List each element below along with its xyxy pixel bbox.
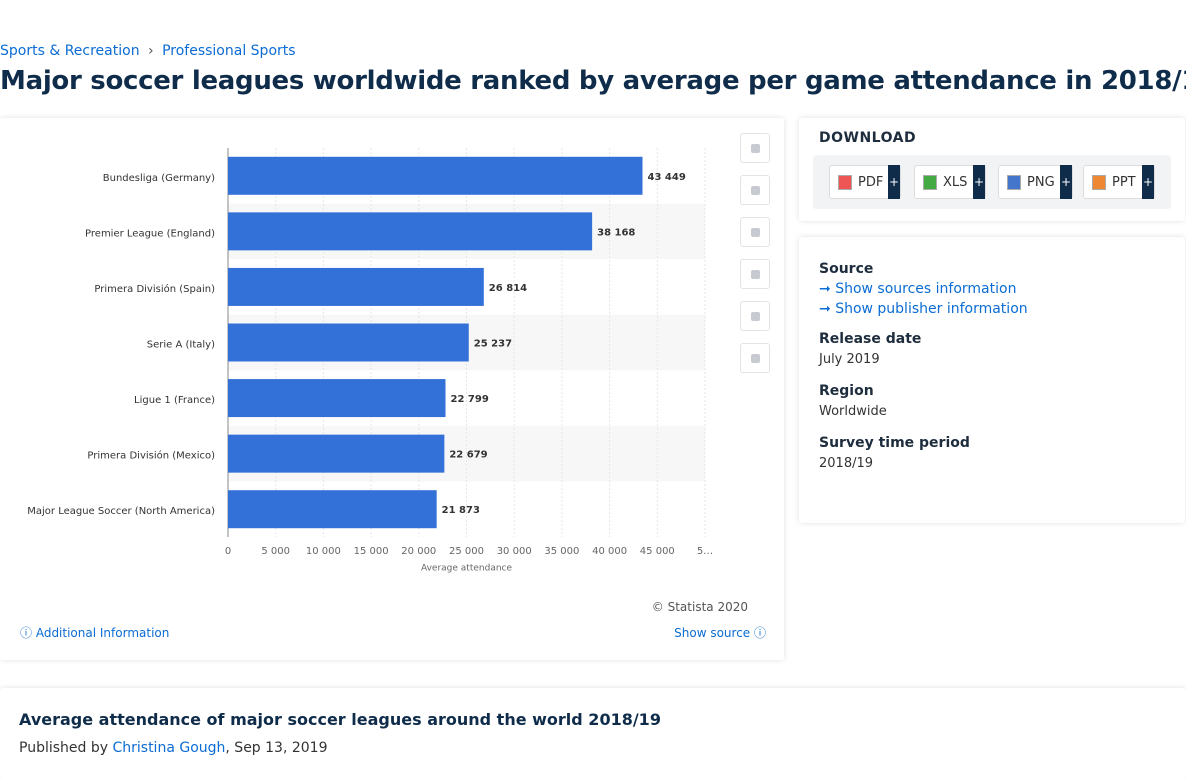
y-tick-label: Bundesliga (Germany) (103, 173, 215, 184)
settings-button[interactable] (740, 217, 770, 247)
additional-info-text[interactable]: Additional Information (35, 626, 170, 640)
download-heading: DOWNLOAD (819, 130, 917, 146)
data-label: 21 873 (442, 505, 480, 516)
print-button[interactable] (740, 343, 770, 373)
download-plus[interactable]: + (888, 165, 900, 199)
release-heading: Release date (819, 331, 922, 347)
page: Sports & Recreation › Professional Sport… (0, 43, 1186, 756)
bar (228, 156, 643, 195)
x-tick-label: 35 000 (544, 546, 579, 557)
bar (228, 212, 593, 251)
period: 2018/19 (819, 456, 874, 471)
x-tick-label: 30 000 (497, 546, 532, 557)
bar (228, 267, 484, 306)
region-heading: Region (819, 383, 874, 399)
y-tick-label: Major League Soccer (North America) (27, 506, 215, 517)
bar (228, 490, 437, 529)
download-label[interactable]: PNG (1027, 174, 1055, 190)
x-tick-label: 0 (225, 546, 231, 557)
download-button[interactable]: XLS + (914, 165, 986, 199)
data-label: 22 679 (449, 450, 487, 461)
download-button[interactable]: PPT + (1083, 165, 1155, 199)
x-tick-label: 25 000 (449, 546, 484, 557)
y-tick-label: Primera División (Spain) (94, 283, 215, 295)
x-tick-label: 40 000 (592, 546, 627, 557)
data-label: 38 168 (597, 227, 635, 238)
author[interactable]: Christina Gough (112, 740, 226, 756)
breadcrumb[interactable]: Professional Sports (162, 43, 296, 59)
show-publisher[interactable]: ➞ Show publisher information (819, 301, 1028, 317)
download-button[interactable]: PDF + (829, 165, 901, 199)
x-axis-title: Average attendance (421, 564, 513, 574)
breadcrumb[interactable]: Sports & Recreation (0, 43, 140, 59)
y-tick-label: Primera División (Mexico) (87, 450, 215, 462)
published-by: Published by (19, 740, 109, 756)
publish-date: , Sep 13, 2019 (225, 740, 328, 756)
cite-button[interactable] (740, 301, 770, 331)
y-tick-label: Ligue 1 (France) (134, 395, 215, 406)
release-date: July 2019 (819, 352, 880, 367)
x-tick-label: 45 000 (640, 546, 675, 557)
download-plus[interactable]: + (973, 165, 985, 199)
show-source[interactable]: Show source ⓘ (674, 626, 766, 640)
chart: 0 5 000 10 000 15 000 20 000 25 000 30 000 35 0… (27, 148, 713, 574)
show-publisher-text[interactable]: Show publisher information (835, 301, 1028, 317)
x-tick-label: 5… (697, 546, 713, 557)
byline: Published by Christina Gough, Sep 13, 20… (19, 740, 328, 756)
file-icon (1092, 174, 1106, 190)
description-panel: Average attendance of major soccer leagu… (0, 688, 1186, 778)
description-title: Average attendance of major soccer leagu… (19, 710, 661, 729)
show-sources[interactable]: ➞ Show sources information (819, 281, 1017, 297)
info-panel: Source ➞ Show sources information ➞ Show… (799, 237, 1185, 523)
favorite-button[interactable] (740, 133, 770, 163)
download-label[interactable]: PDF (858, 174, 884, 190)
additional-info[interactable]: ⓘ Additional Information (20, 626, 170, 640)
download-plus[interactable]: + (1142, 165, 1154, 199)
source-heading: Source (819, 261, 874, 277)
download-plus[interactable]: + (1060, 165, 1072, 199)
download-label[interactable]: PPT (1112, 174, 1136, 190)
bar (228, 323, 469, 362)
y-tick-label: Serie A (Italy) (147, 340, 215, 351)
data-label: 25 237 (474, 339, 512, 350)
x-tick-label: 10 000 (306, 546, 341, 557)
breadcrumbs: Sports & Recreation › Professional Sport… (0, 43, 296, 59)
alert-button[interactable] (740, 175, 770, 205)
page-title: Major soccer leagues worldwide ranked by… (0, 66, 1186, 96)
region: Worldwide (819, 404, 887, 419)
data-label: 43 449 (648, 172, 686, 183)
share-button[interactable] (740, 259, 770, 289)
show-source-text[interactable]: Show source (674, 626, 751, 640)
x-tick-label: 5 000 (261, 546, 290, 557)
bar (228, 379, 446, 418)
info-list: Source ➞ Show sources information ➞ Show… (819, 261, 1028, 471)
data-label: 26 814 (489, 283, 527, 294)
chart-panel: 0 5 000 10 000 15 000 20 000 25 000 30 000 35 0… (0, 118, 784, 660)
file-icon (923, 174, 937, 190)
file-icon (1007, 174, 1021, 190)
show-sources-text[interactable]: Show sources information (835, 281, 1017, 297)
separator: › (148, 43, 154, 59)
file-icon (838, 174, 852, 190)
x-tick-label: 20 000 (401, 546, 436, 557)
y-tick-label: Premier League (England) (85, 228, 215, 239)
data-label: 22 799 (451, 394, 489, 405)
x-tick-label: 15 000 (354, 546, 389, 557)
download-button[interactable]: PNG + (998, 165, 1073, 199)
bar (228, 434, 445, 473)
period-heading: Survey time period (819, 435, 970, 451)
copyright: © Statista 2020 (651, 600, 748, 614)
download-label[interactable]: XLS (943, 174, 968, 190)
download-panel: DOWNLOAD PDF + XLS + PNG + PPT + (799, 118, 1185, 221)
